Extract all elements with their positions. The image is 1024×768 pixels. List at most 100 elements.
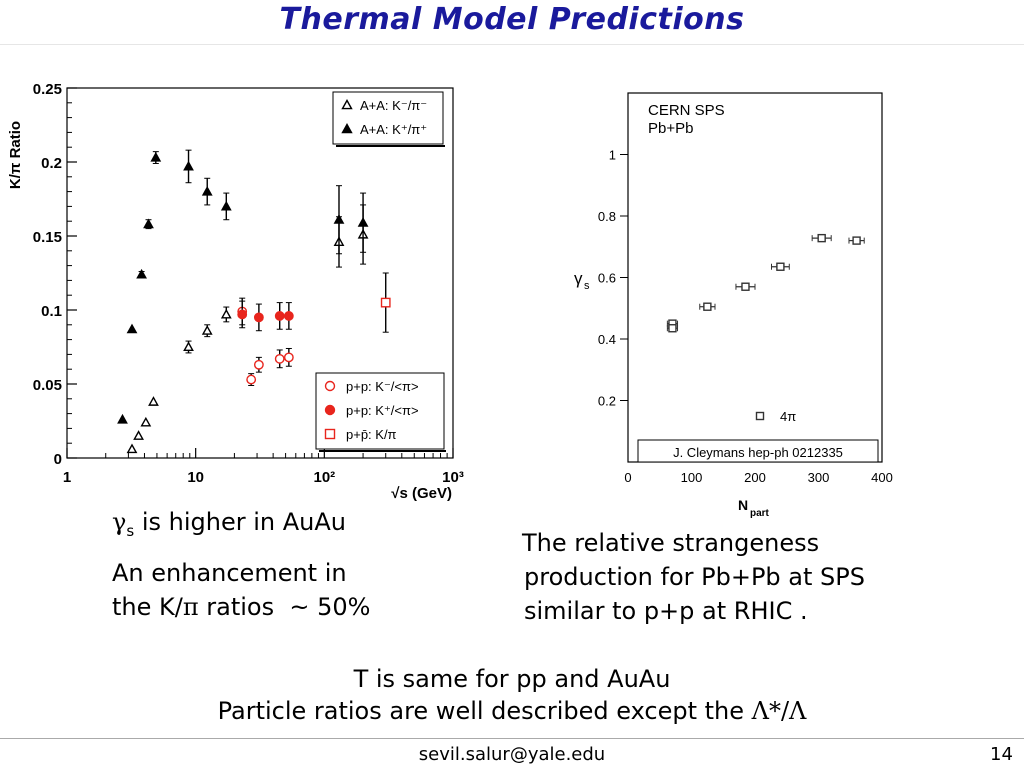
y-tick-label: 0.25 xyxy=(33,81,62,98)
data-point-filled-triangle xyxy=(183,160,194,171)
data-point-open-square xyxy=(380,297,391,308)
legend-marker xyxy=(324,428,336,440)
x-tick-label: 100 xyxy=(681,470,703,485)
data-point-filled-circle xyxy=(253,312,264,323)
data-point-open-triangle xyxy=(148,396,159,406)
data-point-open-square xyxy=(817,233,826,243)
plot-frame xyxy=(627,92,883,463)
y-tick-label: 0.15 xyxy=(33,229,62,246)
data-point-open-square xyxy=(776,262,785,271)
data-point-open-circle xyxy=(283,352,294,363)
y-tick-label: 0 xyxy=(54,451,62,468)
data-point-filled-circle xyxy=(274,311,285,321)
data-point-filled-triangle xyxy=(117,413,128,424)
legend-marker xyxy=(324,404,336,416)
caption-strangeness-line1: The relative strangeness xyxy=(522,529,820,557)
data-point-open-triangle xyxy=(220,308,232,319)
data-point-filled-triangle xyxy=(357,217,369,227)
data-point-open-square xyxy=(741,282,750,291)
statement-temperature: T is same for pp and AuAu xyxy=(353,665,671,693)
data-point-open-circle xyxy=(274,353,285,364)
y-tick-label: 0.4 xyxy=(598,332,616,347)
statement-ratios-text: Particle ratios are well described excep… xyxy=(217,697,752,725)
citation-box xyxy=(637,439,879,463)
caption-enhancement-line1: An enhancement in xyxy=(112,559,347,587)
x-tick-label: 1 xyxy=(63,469,71,486)
y-axis-label: K/π Ratio xyxy=(7,121,24,189)
y-axis-label: γ xyxy=(574,269,583,288)
x-tick-label: 10² xyxy=(313,469,335,486)
legend-marker xyxy=(341,123,353,134)
data-point-open-triangle xyxy=(201,325,213,335)
legend-label: A+A: K⁻/π⁻ xyxy=(360,98,427,113)
y-tick-label: 0.05 xyxy=(33,377,62,394)
legend-bottom-box xyxy=(315,372,445,450)
citation-text: J. Cleymans hep-ph 0212335 xyxy=(673,445,843,460)
data-point-open-triangle xyxy=(133,430,144,440)
data-point-open-circle xyxy=(253,359,264,370)
footer-email: sevil.salur@yale.edu xyxy=(418,744,606,765)
x-tick-label: 400 xyxy=(871,470,893,485)
annotation-cern-sps: CERN SPS xyxy=(648,102,725,119)
data-point-open-triangle xyxy=(140,416,152,427)
legend-marker xyxy=(755,411,765,421)
x-axis-label-sub: part xyxy=(750,508,770,519)
caption-gamma-s-text: is higher in AuAu xyxy=(141,508,346,536)
y-tick-label: 0.8 xyxy=(598,209,616,224)
data-point-open-square xyxy=(852,236,861,245)
x-tick-label: 300 xyxy=(808,470,830,485)
caption-strangeness-line3: similar to p+p at RHIC . xyxy=(524,597,808,625)
y-tick-label: 0.6 xyxy=(598,271,616,286)
data-point-open-triangle xyxy=(183,341,194,352)
legend-marker xyxy=(341,99,353,110)
caption-enhancement-pre: the K/ xyxy=(112,593,183,621)
data-point-filled-triangle xyxy=(150,151,162,162)
legend-marker xyxy=(324,380,336,392)
y-tick-label: 0.2 xyxy=(41,155,62,172)
annotation-pbpb: Pb+Pb xyxy=(648,120,693,137)
slide-title: Thermal Model Predictions xyxy=(279,2,745,37)
legend-label: 4π xyxy=(780,409,796,424)
data-point-filled-triangle xyxy=(333,214,345,224)
caption-enhancement-post: ratios ~ 50% xyxy=(198,593,371,621)
x-tick-label: 200 xyxy=(744,470,766,485)
legend-label: p+p: K⁻/<π> xyxy=(346,379,419,394)
y-axis-label-sub: s xyxy=(584,280,590,292)
legend-label: p+p̄: K/π xyxy=(346,427,397,442)
page-number: 14 xyxy=(990,744,1013,765)
data-point-filled-circle xyxy=(283,311,294,321)
footer-divider xyxy=(0,738,1024,739)
pi-symbol: π xyxy=(182,593,199,621)
x-tick-label: 10 xyxy=(187,469,204,486)
data-point-filled-triangle xyxy=(126,323,138,334)
data-point-open-triangle xyxy=(126,443,138,454)
data-point-filled-triangle xyxy=(220,200,232,211)
x-axis-label: N xyxy=(738,497,748,513)
data-point-filled-circle xyxy=(237,309,248,320)
y-tick-label: 1 xyxy=(609,148,616,163)
data-point-filled-triangle xyxy=(143,218,154,229)
plot-frame xyxy=(66,87,454,459)
gamma-symbol: γ xyxy=(112,508,127,536)
data-point-open-square xyxy=(703,302,712,311)
data-point-filled-triangle xyxy=(136,268,147,279)
data-point-open-square xyxy=(668,324,677,333)
legend-top-box xyxy=(332,91,444,145)
caption-gamma-s: γs is higher in AuAu xyxy=(112,505,346,548)
title-divider xyxy=(0,44,1024,45)
data-point-filled-triangle xyxy=(201,185,213,196)
legend-label: A+A: K⁺/π⁺ xyxy=(360,122,427,137)
y-tick-label: 0.1 xyxy=(41,303,62,320)
x-axis-label: √s (GeV) xyxy=(391,485,452,502)
data-point-open-circle xyxy=(246,374,257,385)
caption-enhancement-line2: the K/π ratios ~ 50% xyxy=(112,590,370,624)
caption-strangeness-line2: production for Pb+Pb at SPS xyxy=(524,563,865,591)
kpi-ratio-chart: 0 0.05 0.1 0.15 0.2 0.25 1 10 10² 10³ K/π Ratio √s … xyxy=(7,81,464,502)
x-tick-label: 0 xyxy=(624,470,631,485)
legend-label: p+p: K⁺/<π> xyxy=(346,403,419,418)
gamma-subscript: s xyxy=(126,521,135,540)
statement-ratios: Particle ratios are well described excep… xyxy=(0,694,1024,728)
x-tick-label: 10³ xyxy=(442,469,464,486)
lambda-ratio-symbol: Λ*/Λ xyxy=(751,697,807,725)
